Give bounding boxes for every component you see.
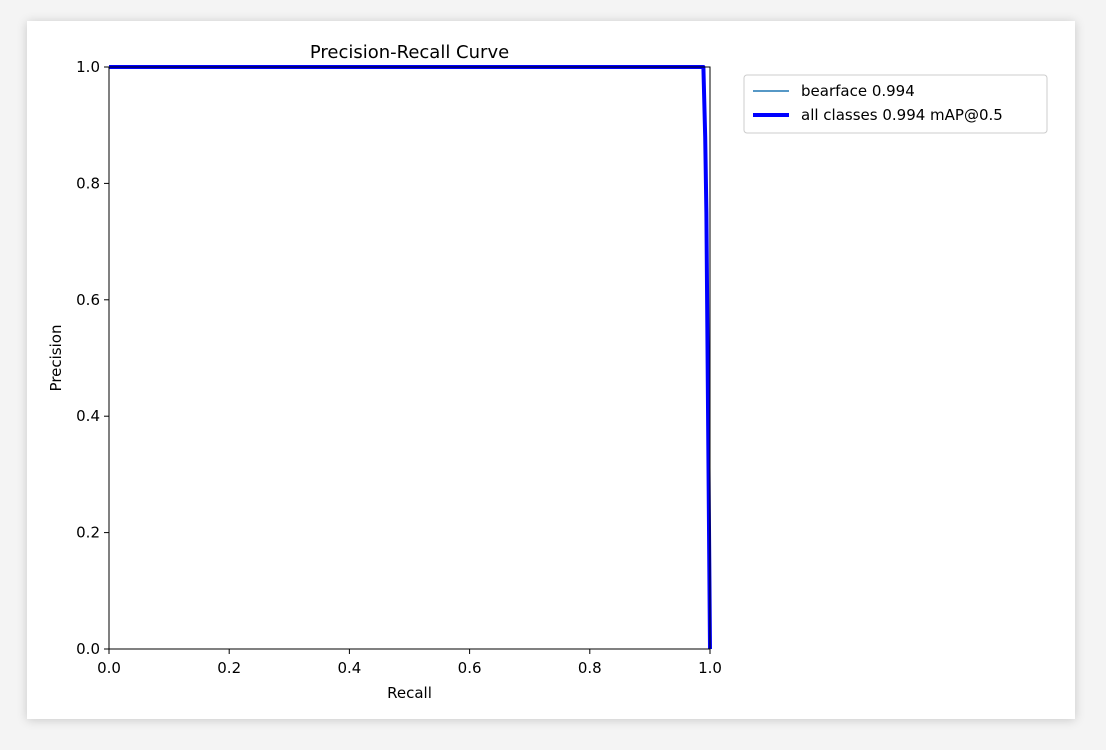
legend-label: bearface 0.994: [801, 82, 915, 100]
y-tick-label: 0.6: [76, 291, 100, 309]
legend: bearface 0.994 all classes 0.994 mAP@0.5: [743, 74, 1048, 134]
x-axis-label: Recall: [387, 684, 432, 702]
x-tick-label: 0.4: [337, 659, 361, 677]
series-line-all-classes: [109, 65, 712, 650]
chart-title: Precision-Recall Curve: [310, 42, 509, 63]
pr-curve-chart: Precision-Recall Curve 0.0 0.2 0.4 0.6 0.8 1.…: [47, 42, 1048, 702]
series-line-bearface: [109, 66, 711, 650]
legend-box: [743, 74, 1048, 134]
plot-frame: [108, 66, 711, 650]
y-tick-label: 0.4: [76, 407, 100, 425]
x-tick-label: 1.0: [698, 659, 722, 677]
plot-area: 0.0 0.2 0.4 0.6 0.8 1.0 0.0 0.2 0.4 0.6 0.8 1.0: [76, 58, 722, 677]
x-tick-label: 0.8: [578, 659, 602, 677]
y-tick-label: 0.0: [76, 640, 100, 658]
x-tick-label: 0.2: [217, 659, 241, 677]
legend-label: all classes 0.994 mAP@0.5: [801, 106, 1003, 124]
y-tick-label: 0.2: [76, 524, 100, 542]
y-tick-label: 0.8: [76, 174, 100, 192]
y-axis-label: Precision: [47, 325, 65, 392]
chart-card: Precision-Recall Curve 0.0 0.2 0.4 0.6 0.8 1.…: [27, 21, 1075, 719]
x-tick-label: 0.6: [458, 659, 482, 677]
x-tick-label: 0.0: [97, 659, 121, 677]
y-tick-label: 1.0: [76, 58, 100, 76]
